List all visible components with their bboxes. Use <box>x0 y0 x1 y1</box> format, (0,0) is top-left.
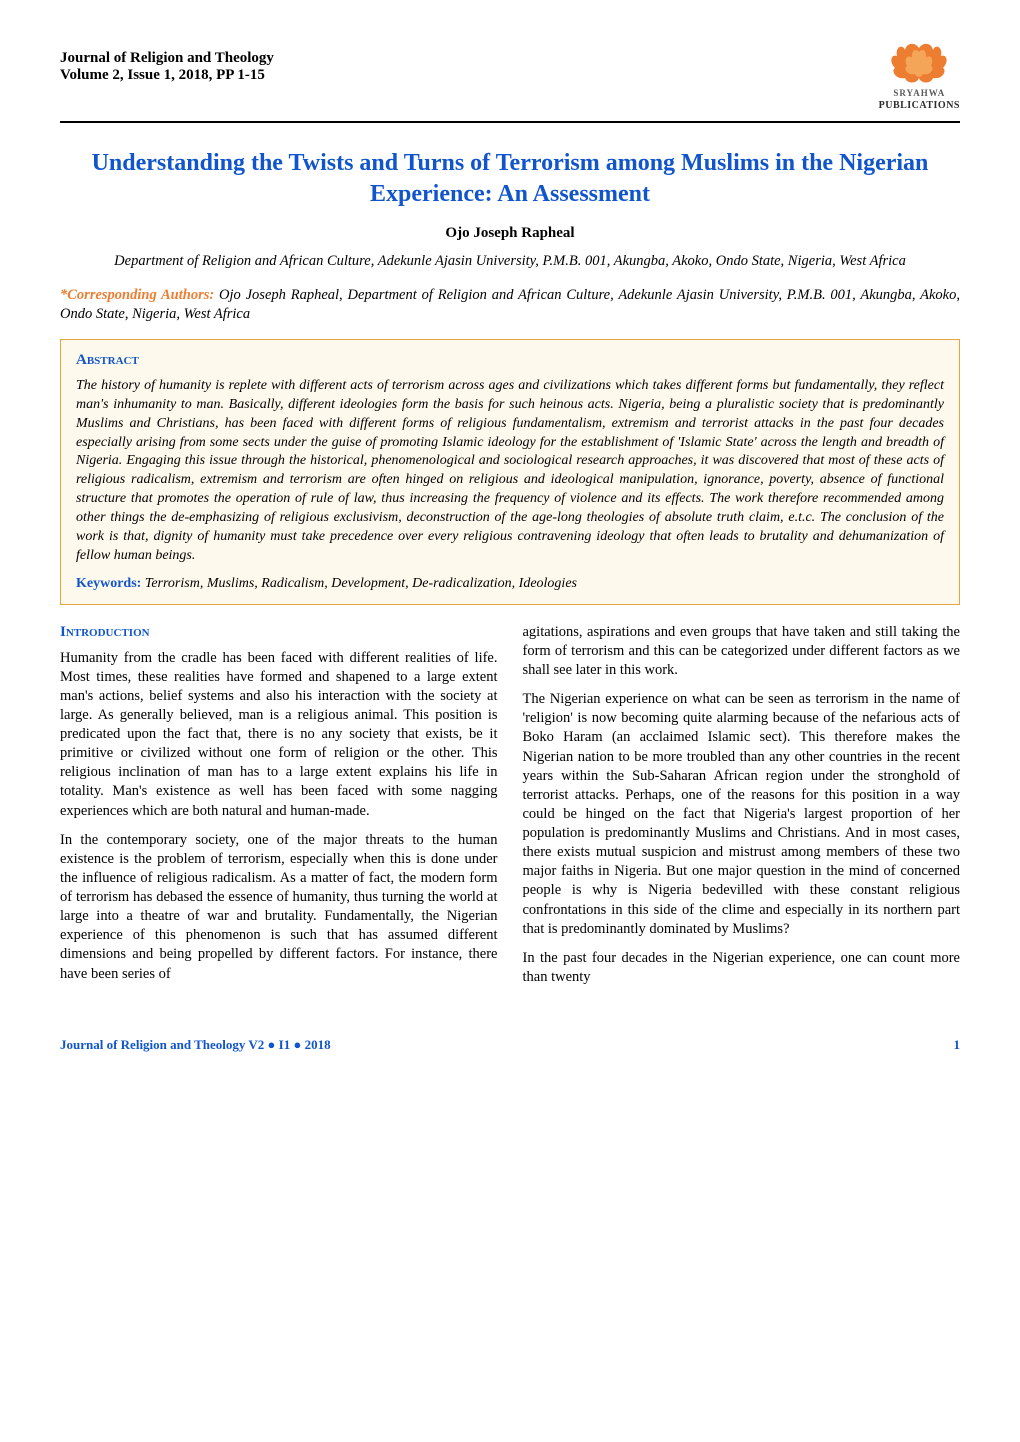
journal-name: Journal of Religion and Theology <box>60 50 274 67</box>
intro-para-1: Humanity from the cradle has been faced … <box>60 649 498 821</box>
body-columns: Introduction Humanity from the cradle ha… <box>60 623 960 997</box>
keywords-line: Keywords: Terrorism, Muslims, Radicalism… <box>76 576 944 592</box>
author-affiliation: Department of Religion and African Cultu… <box>60 252 960 271</box>
footer-page-number: 1 <box>954 1037 961 1053</box>
volume-info: Volume 2, Issue 1, 2018, PP 1-15 <box>60 67 274 84</box>
intro-para-2: In the contemporary society, one of the … <box>60 831 498 984</box>
author-name: Ojo Joseph Rapheal <box>60 225 960 242</box>
header-block: Journal of Religion and Theology Volume … <box>60 50 274 84</box>
logo-brand-text: SRYAHWA <box>893 88 945 98</box>
corresponding-author: *Corresponding Authors: Ojo Joseph Raphe… <box>60 286 960 324</box>
left-column: Introduction Humanity from the cradle ha… <box>60 623 498 997</box>
intro-para-3: agitations, aspirations and even groups … <box>523 623 961 680</box>
right-column: agitations, aspirations and even groups … <box>523 623 961 997</box>
header-row: Journal of Religion and Theology Volume … <box>60 50 960 111</box>
logo-sub-text: PUBLICATIONS <box>879 100 960 111</box>
keywords-text: Terrorism, Muslims, Radicalism, Developm… <box>141 576 577 591</box>
page-footer: Journal of Religion and Theology V2 ● I1… <box>60 1037 960 1053</box>
abstract-box: Abstract The history of humanity is repl… <box>60 339 960 605</box>
footer-journal-info: Journal of Religion and Theology V2 ● I1… <box>60 1037 331 1053</box>
introduction-heading: Introduction <box>60 623 498 643</box>
corresponding-label: *Corresponding Authors: <box>60 287 214 303</box>
abstract-heading: Abstract <box>76 352 944 369</box>
publisher-logo: SRYAHWA PUBLICATIONS <box>879 40 960 111</box>
header-divider <box>60 121 960 123</box>
abstract-text: The history of humanity is replete with … <box>76 377 944 566</box>
keywords-label: Keywords: <box>76 576 141 591</box>
lotus-icon <box>889 40 949 88</box>
intro-para-4: The Nigerian experience on what can be s… <box>523 690 961 939</box>
intro-para-5: In the past four decades in the Nigerian… <box>523 949 961 987</box>
paper-title: Understanding the Twists and Turns of Te… <box>60 148 960 210</box>
